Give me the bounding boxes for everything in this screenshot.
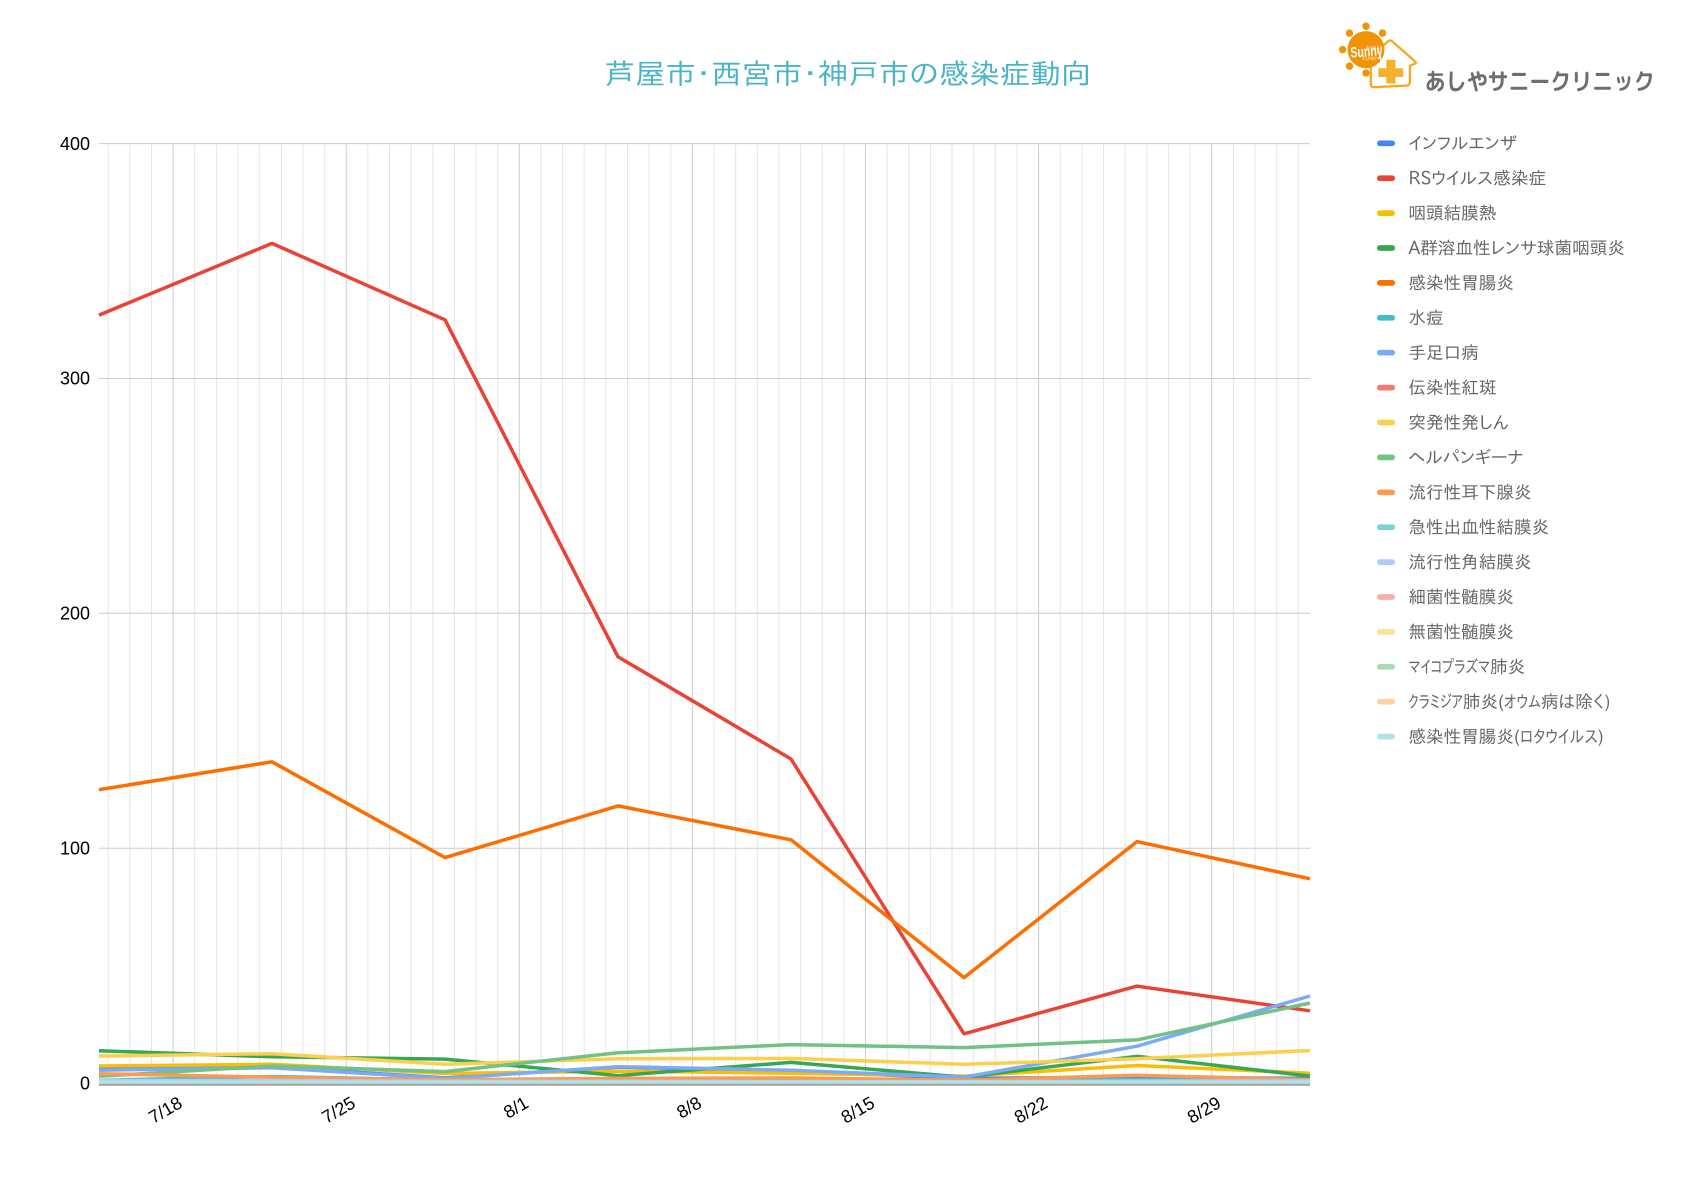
svg-text:0: 0 — [80, 1073, 90, 1093]
svg-text:100: 100 — [60, 838, 90, 858]
svg-text:400: 400 — [60, 134, 90, 154]
svg-text:300: 300 — [60, 369, 90, 389]
svg-text:200: 200 — [60, 604, 90, 624]
